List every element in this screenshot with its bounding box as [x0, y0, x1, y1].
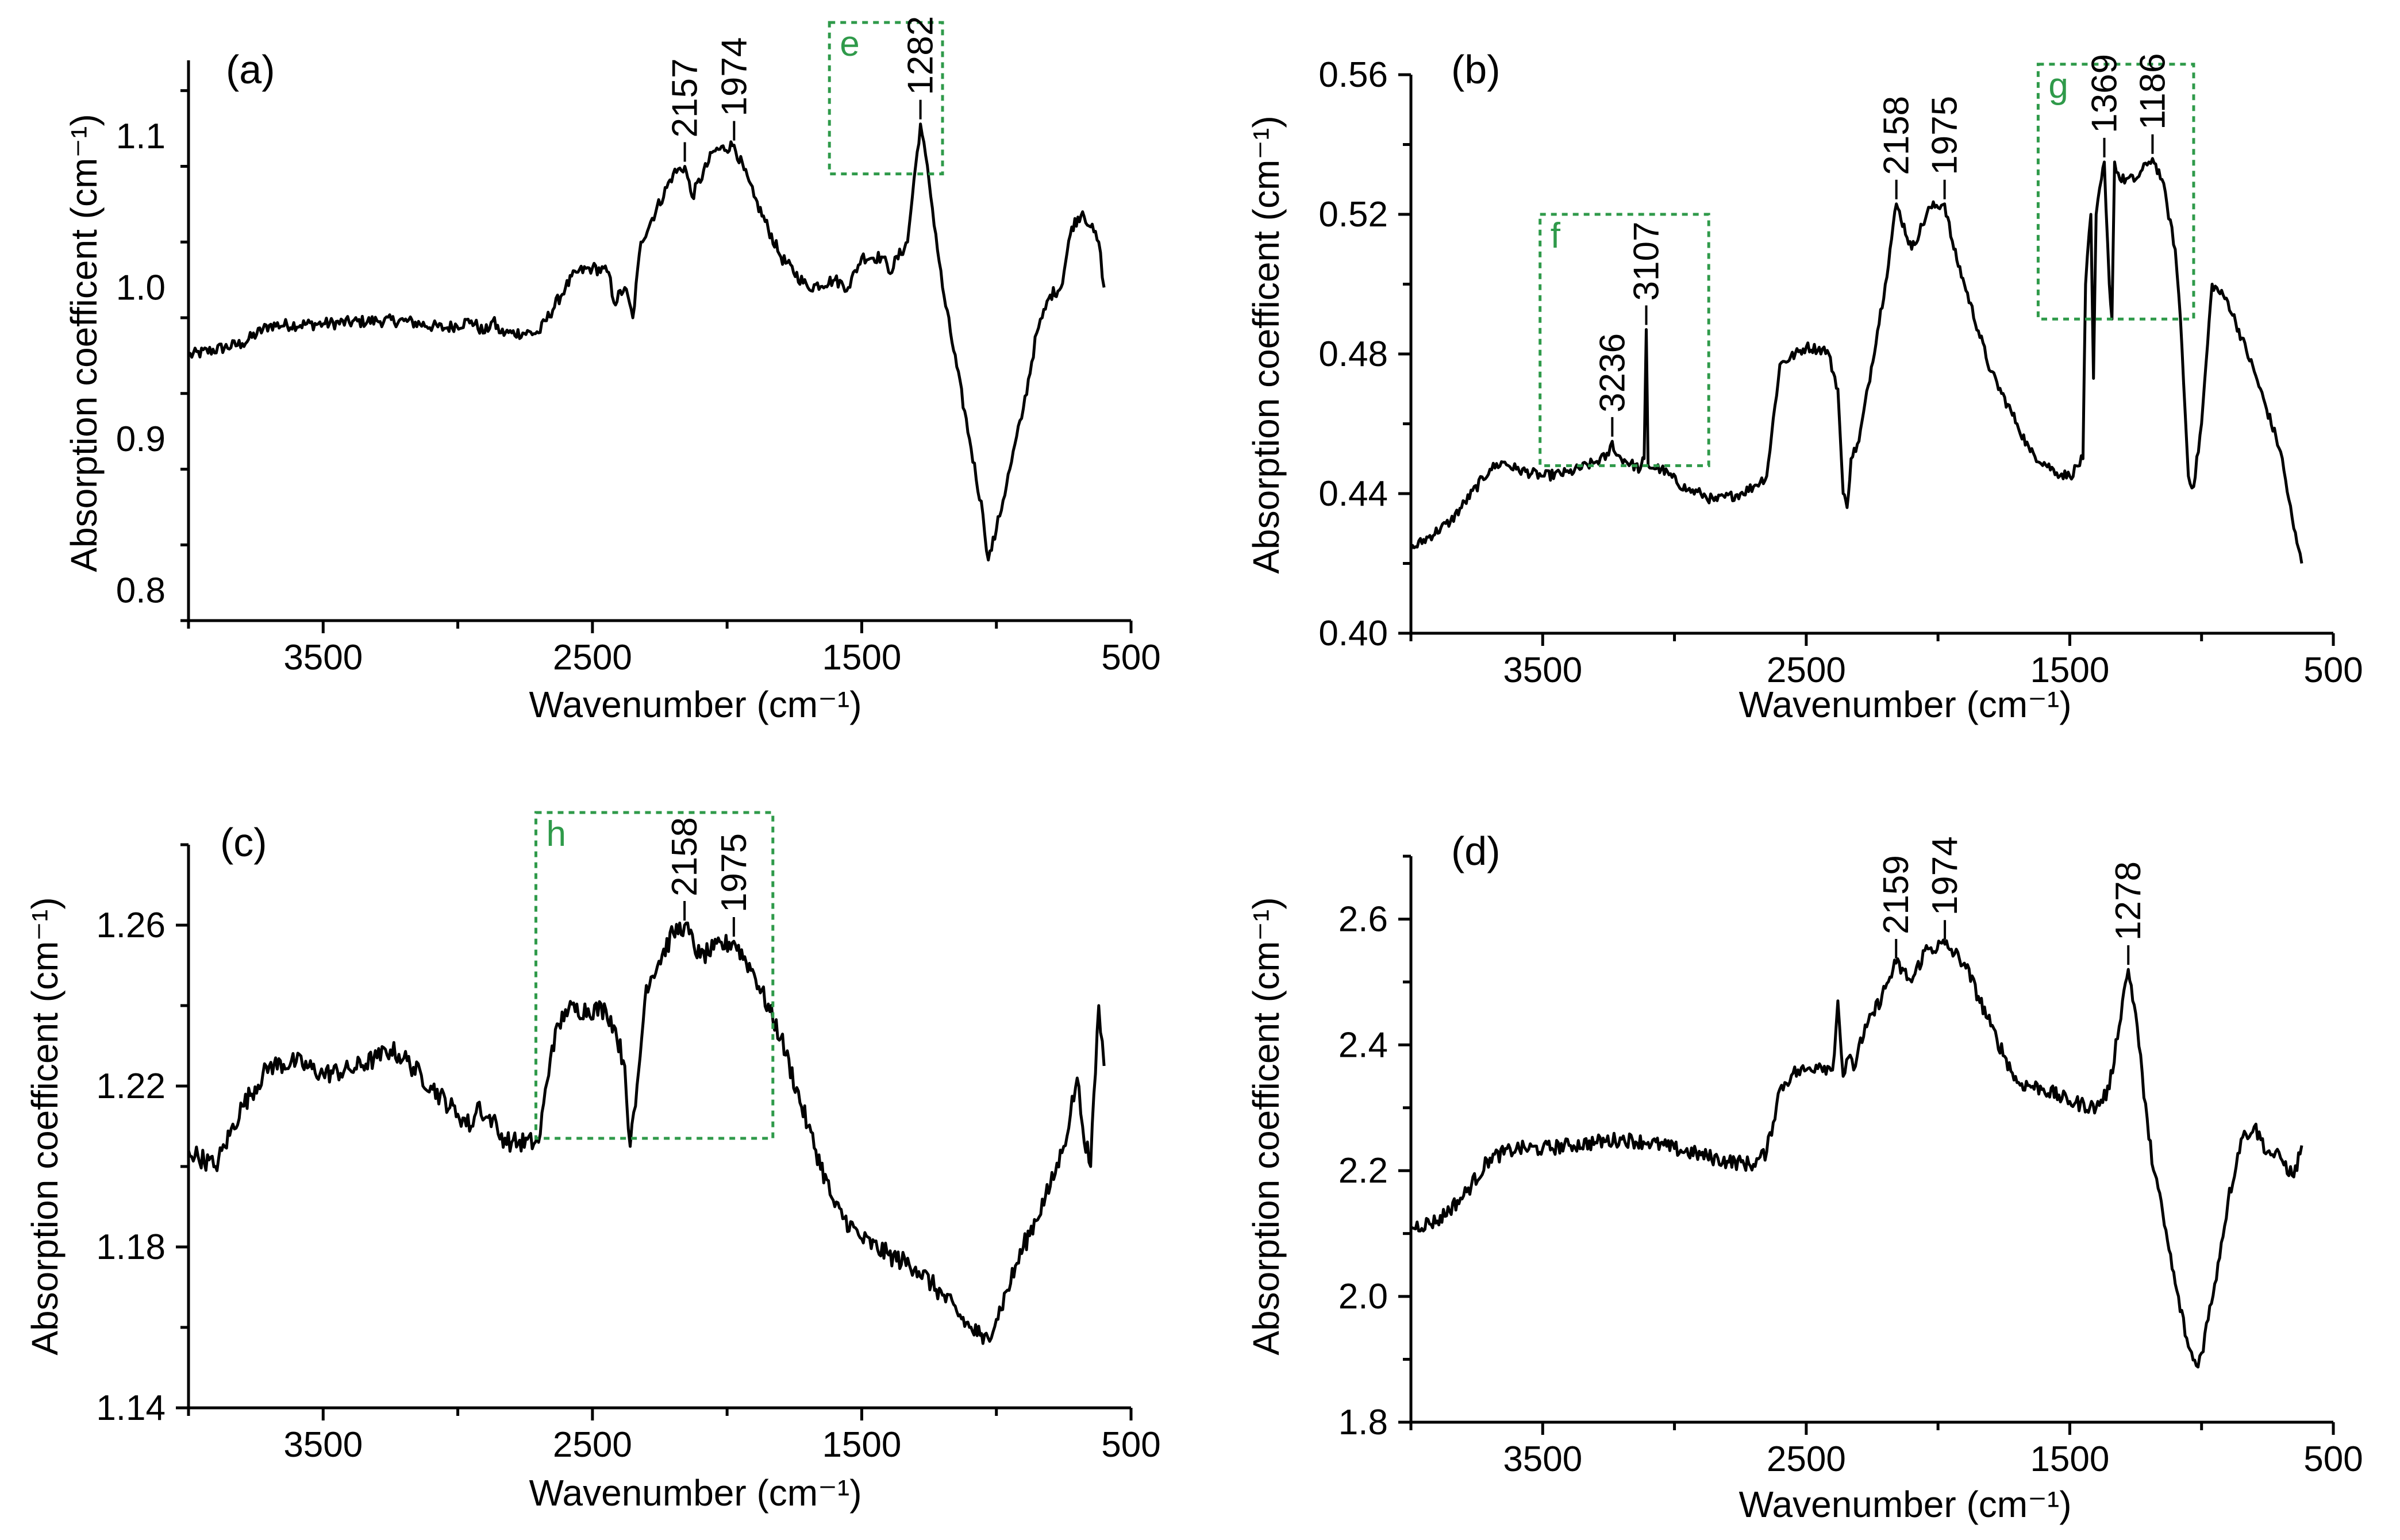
panel-c-y-tick-label: 1.18	[96, 1227, 166, 1267]
panel-b-x-axis-label: Wavenumber (cm⁻¹)	[1739, 684, 2071, 725]
panel-b-y-tick-label: 0.52	[1318, 195, 1388, 234]
panel-a-y-tick-label: 0.9	[116, 419, 166, 459]
panel-d-label: (d)	[1451, 829, 1501, 873]
panel-c-inset-box-h	[534, 811, 775, 1140]
panel-d-y-axis-label: Absorption coefficent (cm⁻¹)	[1245, 897, 1287, 1355]
panel-b-x-tick-label: 1500	[2030, 650, 2109, 690]
panel-a-peak-label: 1282	[901, 16, 941, 95]
panel-a-y-tick-label: 1.0	[116, 268, 166, 307]
panel-b-x-tick-label: 500	[2303, 650, 2363, 690]
panel-b-peak-label: 3236	[1593, 333, 1632, 413]
panel-d: (d) Wavenumber (cm⁻¹) Absorption coeffic…	[1245, 829, 2363, 1525]
panel-b-inset-box-g	[2036, 63, 2195, 321]
panel-d-spectrum-line	[1410, 938, 2303, 1369]
panel-d-x-tick-label: 2500	[1767, 1439, 1846, 1479]
panel-a-x-tick-label: 3500	[283, 638, 363, 677]
panel-b-x-tick-label: 2500	[1767, 650, 1846, 690]
panel-b-peak-label: 1186	[2133, 53, 2172, 129]
panel-c-spectrum-line	[187, 921, 1106, 1345]
panel-c-y-axis-label: Absorption coefficent (cm⁻¹)	[24, 897, 66, 1355]
panel-b-y-tick-label: 0.48	[1318, 334, 1388, 374]
panel-a: (a) Wavenumber (cm⁻¹) Absorption coeffic…	[63, 16, 1161, 725]
panel-a-peak-label: 2157	[666, 59, 705, 138]
panel-d-y-tick-label: 2.6	[1339, 899, 1388, 939]
panel-a-label: (a)	[226, 47, 275, 92]
panel-b-y-axis-label: Absorption coefficent (cm⁻¹)	[1245, 116, 1287, 573]
panel-a-x-tick-label: 1500	[822, 638, 901, 677]
panel-c-peak-label: 1975	[714, 833, 754, 913]
panel-d-peak-label: 1278	[2109, 861, 2148, 941]
panel-b-y-tick-label: 0.40	[1318, 614, 1388, 653]
panel-a-inset-box-e	[828, 21, 944, 176]
panel-c-x-tick-label: 3500	[283, 1425, 363, 1465]
panel-a-x-tick-label: 500	[1101, 638, 1160, 677]
panel-b: (b) Wavenumber (cm⁻¹) Absorption coeffic…	[1245, 47, 2363, 725]
panel-b-peak-label: 2158	[1877, 96, 1917, 175]
panel-b-peak-label: 3107	[1627, 222, 1667, 301]
panel-b-inset-label-f: f	[1551, 216, 1561, 256]
panel-c-y-tick-label: 1.14	[96, 1388, 166, 1428]
panel-a-spectrum-line	[187, 122, 1106, 562]
panel-d-y-tick-label: 2.0	[1339, 1277, 1388, 1316]
panel-b-peak-label: 1975	[1925, 96, 1965, 175]
panel-a-x-tick-label: 2500	[553, 638, 632, 677]
panel-d-y-tick-label: 2.2	[1339, 1151, 1388, 1191]
panel-c-x-tick-label: 500	[1101, 1425, 1160, 1465]
panel-b-y-tick-label: 0.56	[1318, 55, 1388, 95]
panel-c-x-axis-label: Wavenumber (cm⁻¹)	[529, 1472, 861, 1514]
panel-b-x-tick-label: 3500	[1503, 650, 1582, 690]
panel-a-y-tick-label: 1.1	[116, 117, 166, 156]
panel-b-label: (b)	[1451, 47, 1501, 92]
panel-b-inset-box-f	[1539, 213, 1710, 467]
panel-c-x-tick-label: 2500	[553, 1425, 632, 1465]
panel-d-x-tick-label: 3500	[1503, 1439, 1582, 1479]
panel-d-peak-label: 2159	[1876, 855, 1916, 934]
panel-b-peak-label: 1369	[2085, 54, 2125, 133]
panel-d-peak-label: 1974	[1925, 836, 1965, 915]
panel-c-label: (c)	[220, 820, 267, 865]
panel-d-y-tick-label: 1.8	[1339, 1403, 1388, 1442]
panel-b-y-tick-label: 0.44	[1318, 474, 1388, 514]
panel-d-y-tick-label: 2.4	[1339, 1025, 1388, 1065]
panel-a-x-axis-label: Wavenumber (cm⁻¹)	[529, 684, 861, 725]
panel-d-x-tick-label: 500	[2303, 1439, 2363, 1479]
panel-c: (c) Wavenumber (cm⁻¹) Absorption coeffic…	[24, 811, 1161, 1514]
panel-c-peak-label: 2158	[665, 817, 705, 896]
panel-c-x-tick-label: 1500	[822, 1425, 901, 1465]
panel-a-y-tick-label: 0.8	[116, 571, 166, 610]
panel-a-inset-label-e: e	[840, 24, 859, 64]
panel-d-x-tick-label: 1500	[2030, 1439, 2109, 1479]
panel-b-spectrum-line	[1409, 157, 2303, 564]
panel-c-y-tick-label: 1.26	[96, 906, 166, 945]
panel-d-x-axis-label: Wavenumber (cm⁻¹)	[1739, 1484, 2071, 1525]
panel-a-peak-label: 1974	[714, 37, 754, 117]
panel-a-y-axis-label: Absorption coefficent (cm⁻¹)	[63, 114, 105, 572]
panel-c-inset-label-h: h	[546, 814, 566, 854]
panel-c-y-tick-label: 1.22	[96, 1067, 166, 1106]
panel-b-inset-label-g: g	[2048, 66, 2068, 106]
